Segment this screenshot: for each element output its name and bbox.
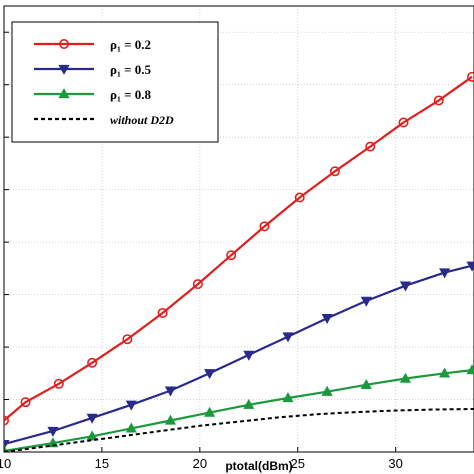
data-point bbox=[157, 307, 168, 318]
series-2 bbox=[4, 261, 474, 450]
x-tick-label: 20 bbox=[193, 456, 207, 471]
data-point bbox=[204, 369, 216, 380]
legend-label: without D2D bbox=[110, 113, 174, 127]
legend-item: ρ₁ = 0.8 bbox=[34, 87, 152, 102]
x-tick-label: 10 bbox=[0, 456, 11, 471]
data-point bbox=[125, 400, 137, 411]
data-point bbox=[122, 334, 133, 345]
data-point bbox=[329, 166, 340, 177]
x-tick-label: 25 bbox=[291, 456, 305, 471]
legend-marker bbox=[58, 38, 69, 49]
data-point bbox=[87, 357, 98, 368]
series-3 bbox=[4, 364, 474, 452]
data-point bbox=[243, 350, 255, 361]
data-point bbox=[360, 296, 372, 307]
data-point bbox=[86, 413, 98, 424]
data-point bbox=[86, 430, 98, 441]
data-point bbox=[466, 364, 474, 375]
data-point bbox=[294, 192, 305, 203]
x-axis-ticks: 10 15 20 25 30 bbox=[0, 447, 403, 471]
data-point bbox=[125, 422, 137, 433]
series-4 bbox=[4, 408, 474, 452]
x-tick-label: 15 bbox=[95, 456, 109, 471]
data-point bbox=[4, 445, 8, 452]
series-line bbox=[4, 75, 473, 422]
data-point bbox=[204, 406, 216, 417]
data-point bbox=[321, 314, 333, 325]
legend-item: ρ₁ = 0.5 bbox=[34, 62, 152, 77]
series-layer bbox=[4, 71, 474, 452]
x-axis-label: ptotal(dBm) bbox=[225, 459, 292, 473]
data-point bbox=[360, 378, 372, 389]
legend-marker bbox=[58, 64, 70, 75]
data-point bbox=[398, 117, 409, 128]
legend-marker bbox=[58, 88, 70, 99]
data-point bbox=[282, 392, 294, 403]
data-point bbox=[466, 261, 474, 272]
data-point bbox=[53, 378, 64, 389]
legend-item: ρ₁ = 0.2 bbox=[34, 37, 151, 52]
legend-label: ρ₁ = 0.2 bbox=[110, 37, 151, 52]
data-point bbox=[399, 281, 412, 292]
legend-label: ρ₁ = 0.5 bbox=[110, 62, 152, 77]
data-point bbox=[433, 95, 444, 106]
data-point bbox=[4, 439, 10, 450]
legend: ρ₁ = 0.2 ρ₁ = 0.5 ρ₁ = 0.8 without D2D bbox=[11, 21, 219, 143]
data-point bbox=[164, 414, 177, 425]
data-point bbox=[439, 268, 451, 279]
plot-area-frame bbox=[3, 5, 474, 453]
data-point bbox=[467, 71, 474, 82]
data-point bbox=[282, 332, 294, 343]
data-point bbox=[439, 367, 451, 378]
data-point bbox=[164, 386, 177, 397]
series-1 bbox=[4, 71, 474, 426]
data-point bbox=[259, 221, 270, 232]
legend-items: ρ₁ = 0.2 ρ₁ = 0.5 ρ₁ = 0.8 without D2D bbox=[34, 37, 174, 127]
data-point bbox=[4, 415, 9, 426]
data-point bbox=[399, 372, 412, 383]
legend-item: without D2D bbox=[34, 113, 174, 127]
legend-label: ρ₁ = 0.8 bbox=[110, 87, 152, 102]
series-line bbox=[4, 264, 473, 446]
data-point bbox=[226, 250, 237, 261]
data-point bbox=[192, 279, 203, 290]
data-point bbox=[321, 385, 333, 396]
data-point bbox=[20, 397, 31, 408]
data-point bbox=[243, 398, 255, 409]
x-tick-label: 30 bbox=[388, 456, 402, 471]
data-point bbox=[365, 141, 376, 152]
data-point bbox=[47, 426, 59, 437]
legend-box bbox=[11, 21, 219, 143]
series-line bbox=[4, 408, 474, 452]
